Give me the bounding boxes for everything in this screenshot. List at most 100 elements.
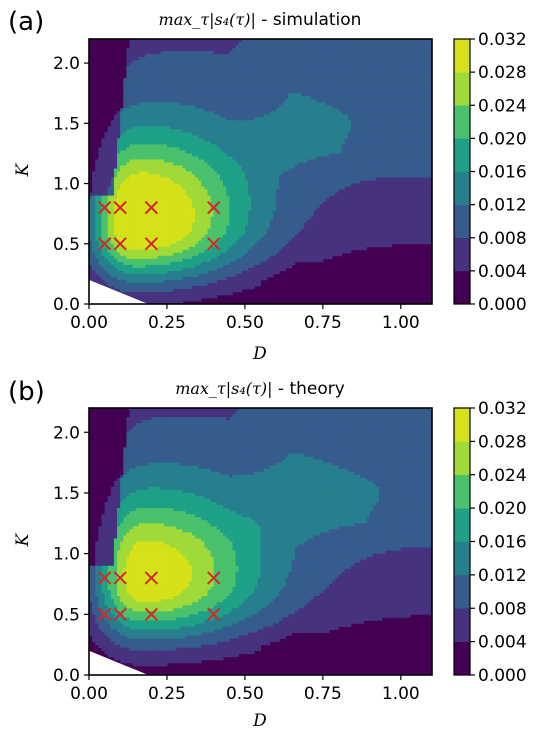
contour-cell (213, 180, 218, 184)
contour-cell (276, 243, 280, 248)
contour-cell (257, 99, 261, 103)
contour-cell (257, 39, 261, 43)
contour-cell (166, 291, 171, 296)
contour-cell (123, 219, 127, 224)
contour-cell (145, 72, 149, 76)
contour-cell (145, 264, 149, 269)
contour-cell (226, 264, 230, 269)
contour-cell (257, 162, 261, 166)
contour-cell (129, 51, 134, 55)
contour-cell (232, 153, 236, 157)
contour-cell (266, 198, 271, 203)
contour-cell (266, 102, 271, 106)
contour-cell (113, 150, 118, 154)
contour-cell (145, 90, 149, 94)
contour-cell (210, 261, 215, 266)
contour-cell (157, 63, 162, 67)
contour-cell (226, 192, 230, 196)
contour-cell (173, 39, 177, 43)
contour-cell (276, 216, 280, 221)
contour-cell (198, 171, 202, 175)
contour-cell (229, 267, 233, 272)
contour-cell (135, 69, 140, 73)
contour-cell (154, 222, 158, 227)
contour-cell (163, 204, 168, 209)
contour-cell (254, 54, 258, 58)
contour-cell (182, 153, 187, 157)
contour-cell (244, 123, 249, 127)
contour-cell (132, 93, 137, 97)
contour-cell (204, 141, 208, 145)
contour-cell (207, 93, 212, 97)
contour-cell (216, 249, 221, 254)
contour-cell (157, 57, 162, 61)
contour-cell (107, 213, 112, 218)
contour-cell (248, 222, 252, 227)
contour-cell (179, 81, 183, 85)
contour-cell (101, 141, 105, 145)
contour-cell (279, 234, 283, 239)
contour-cell (182, 240, 187, 245)
contour-cell (248, 114, 252, 118)
contour-cell (129, 228, 134, 233)
contour-cell (244, 228, 249, 233)
contour-cell (123, 258, 127, 263)
contour-cell (207, 270, 212, 275)
contour-cell (157, 66, 162, 70)
contour-cell (269, 168, 274, 172)
contour-cell (213, 60, 218, 64)
contour-cell (117, 126, 121, 130)
contour-cell (235, 129, 240, 133)
contour-cell (198, 192, 202, 196)
contour-cell (235, 132, 240, 136)
contour-cell (266, 99, 271, 103)
contour-cell (142, 168, 146, 172)
contour-cell (251, 66, 255, 70)
contour-cell (129, 162, 134, 166)
contour-cell (135, 108, 140, 112)
contour-cell (110, 243, 115, 248)
contour-cell (241, 216, 246, 221)
contour-cell (207, 150, 212, 154)
contour-cell (173, 105, 177, 109)
contour-cell (160, 288, 165, 293)
contour-cell (269, 45, 274, 49)
contour-cell (126, 159, 130, 163)
contour-cell (126, 285, 130, 290)
contour-cell (107, 219, 112, 224)
contour-cell (198, 114, 202, 118)
contour-cell (204, 222, 208, 227)
contour-cell (254, 111, 258, 115)
contour-cell (92, 207, 96, 212)
contour-cell (135, 213, 140, 218)
contour-cell (241, 195, 246, 199)
contour-cell (170, 252, 174, 257)
contour-cell (216, 42, 221, 46)
contour-cell (107, 225, 112, 230)
contour-cell (257, 72, 261, 76)
contour-cell (176, 69, 180, 73)
contour-cell (210, 273, 215, 278)
contour-cell (132, 159, 137, 163)
contour-cell (235, 72, 240, 76)
contour-cell (198, 234, 202, 239)
contour-cell (123, 99, 127, 103)
contour-cell (113, 252, 118, 257)
contour-cell (201, 126, 205, 130)
contour-cell (120, 288, 124, 293)
contour-cell (282, 81, 286, 85)
contour-cell (163, 249, 168, 254)
contour-cell (185, 249, 190, 254)
contour-cell (241, 42, 246, 46)
contour-cell (173, 60, 177, 64)
contour-cell (148, 249, 152, 254)
contour-cell (241, 285, 246, 290)
contour-cell (176, 198, 180, 203)
contour-cell (229, 90, 233, 94)
contour-cell (279, 210, 283, 215)
contour-cell (210, 123, 215, 127)
contour-cell (138, 150, 143, 154)
contour-cell (129, 219, 134, 224)
contour-cell (229, 141, 233, 145)
contour-cell (101, 258, 105, 263)
